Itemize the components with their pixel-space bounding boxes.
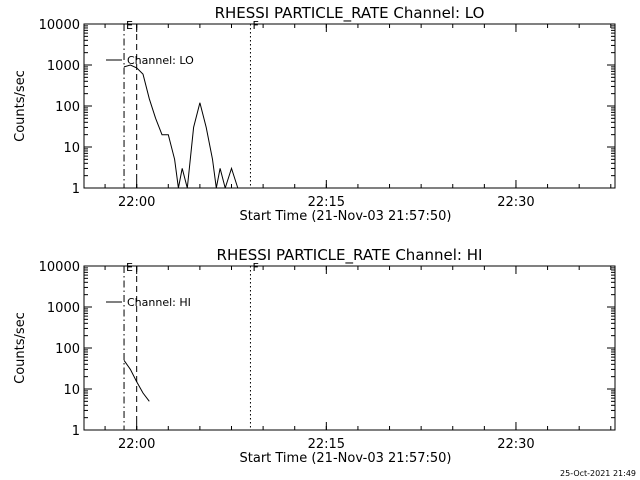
plot-frame bbox=[83, 23, 616, 189]
y-tick-label: 1 bbox=[72, 424, 80, 439]
y-tick-label: 10 bbox=[63, 383, 80, 398]
y-tick-label: 100 bbox=[55, 342, 80, 357]
x-tick-label: 22:00 bbox=[118, 195, 155, 210]
x-tick-label: 22:15 bbox=[308, 195, 345, 210]
y-tick-label: 1000 bbox=[47, 301, 80, 316]
chart-title: RHESSI PARTICLE_RATE Channel: HI bbox=[217, 246, 483, 265]
series-line bbox=[123, 64, 239, 188]
x-axis-label: Start Time (21-Nov-03 21:57:50) bbox=[240, 209, 452, 224]
plot-frame bbox=[83, 265, 616, 431]
y-axis-label: Counts/sec bbox=[13, 312, 28, 384]
x-tick-label: 22:00 bbox=[118, 437, 155, 452]
y-tick-label: 10000 bbox=[39, 260, 80, 275]
y-tick-label: 100 bbox=[55, 100, 80, 115]
x-axis-label: Start Time (21-Nov-03 21:57:50) bbox=[240, 451, 452, 466]
chart-panel-lo: RHESSI PARTICLE_RATE Channel: LO 1 10 100 10… bbox=[13, 4, 640, 224]
footer-timestamp: 25-Oct-2021 21:49 bbox=[560, 469, 636, 478]
flag-label: E bbox=[126, 19, 133, 32]
chart-title: RHESSI PARTICLE_RATE Channel: LO bbox=[215, 4, 485, 23]
series-line bbox=[617, 163, 640, 188]
legend-label: Channel: HI bbox=[127, 296, 191, 309]
flag-label: F bbox=[252, 19, 258, 32]
y-axis-label: Counts/sec bbox=[13, 70, 28, 142]
y-tick-label: 10 bbox=[63, 141, 80, 156]
series-line bbox=[123, 360, 150, 402]
legend-label: Channel: LO bbox=[127, 54, 194, 67]
chart-panel-hi: RHESSI PARTICLE_RATE Channel: HI 1 10 100 10… bbox=[13, 246, 616, 466]
flag-label: E bbox=[126, 261, 133, 274]
x-tick-label: 22:30 bbox=[497, 437, 534, 452]
y-tick-label: 1000 bbox=[47, 59, 80, 74]
y-tick-label: 10000 bbox=[39, 18, 80, 33]
x-tick-label: 22:15 bbox=[308, 437, 345, 452]
flag-label: F bbox=[252, 261, 258, 274]
y-tick-label: 1 bbox=[72, 182, 80, 197]
x-tick-label: 22:30 bbox=[497, 195, 534, 210]
